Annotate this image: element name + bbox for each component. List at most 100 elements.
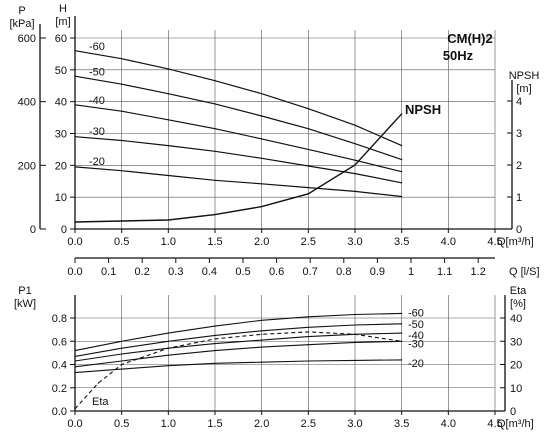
h-point-30-3 (214, 150, 216, 152)
h-curve-20 (74, 166, 402, 198)
h-point-30-2 (167, 144, 169, 147)
q-top-tick-label-3-0: 3.0 (347, 236, 362, 248)
q-ls-tick-label-0-0: 0.0 (67, 266, 82, 278)
q-bot-tick-label-0-5: 0.5 (114, 418, 129, 430)
p1-point-30-3 (214, 349, 216, 352)
npsh-curve-label: NPSH (405, 102, 441, 117)
npsh-tick-label-3: 3 (516, 128, 522, 140)
q-bot-tick-label-2-5: 2.5 (301, 418, 316, 430)
p1-point-60-0 (74, 349, 76, 352)
p1-curve-label-50: -50 (408, 319, 424, 331)
h-point-40-0 (74, 104, 76, 106)
h-point-NPSH-4 (261, 206, 263, 208)
h-point-60-0 (74, 50, 76, 52)
q-bot-tick-label-3-5: 3.5 (394, 418, 409, 430)
p1-point-60-5 (307, 316, 309, 318)
q-ls-tick-label-0-2: 0.2 (135, 266, 150, 278)
p1-point-20-2 (167, 365, 169, 367)
p1-point-Eta-8 (401, 340, 403, 342)
h-curve-label-40: -40 (89, 95, 105, 107)
h-curve-50 (74, 75, 402, 161)
h-point-40-2 (167, 119, 169, 121)
h-point-20-0 (74, 166, 76, 168)
p1-point-60-2 (167, 332, 169, 334)
h-point-30-6 (354, 173, 356, 175)
p1-curve-label-20: -20 (408, 358, 424, 370)
h-point-50-7 (401, 159, 403, 161)
p1-curve-60 (74, 312, 402, 352)
npsh-tick-label-2: 2 (516, 160, 522, 172)
h-point-30-1 (121, 139, 123, 142)
p1-point-Eta-6 (307, 331, 309, 333)
q-top-tick-label-4-5: 4.5 (487, 236, 502, 248)
q-bot-tick-label-3-0: 3.0 (347, 418, 362, 430)
q-top-tick-label-3-5: 3.5 (394, 236, 409, 248)
p1-point-50-3 (214, 334, 216, 337)
p1-point-Eta-3 (167, 347, 169, 349)
h-axis-label: H (59, 3, 67, 15)
q-ls-tick-label-1: 1 (408, 266, 414, 278)
p1-curve-label-30: -30 (408, 338, 424, 350)
q-bot-tick-label-2-0: 2.0 (254, 418, 269, 430)
h-point-30-4 (261, 157, 263, 159)
q-ls-tick-label-0-7: 0.7 (303, 266, 318, 278)
eta-tick-label-40: 40 (510, 313, 522, 325)
h-point-60-1 (121, 58, 123, 60)
p1-point-50-7 (401, 323, 403, 325)
h-tick-label-20: 20 (55, 160, 67, 172)
h-point-40-7 (401, 171, 403, 173)
h-point-60-4 (261, 93, 263, 95)
h-curve-label-60: -60 (89, 41, 105, 53)
h-point-NPSH-6 (354, 164, 356, 166)
p1-point-50-1 (121, 347, 123, 349)
h-point-20-5 (307, 187, 309, 189)
p1-point-20-1 (121, 368, 123, 370)
h-curve-30 (74, 136, 402, 184)
npsh-tick-label-4: 4 (516, 96, 522, 108)
p1-point-Eta-0 (74, 408, 76, 410)
p1-point-40-5 (307, 336, 309, 338)
q-ls-tick-label-0-3: 0.3 (168, 266, 183, 278)
p1-point-30-2 (167, 354, 169, 356)
q-top-tick-label-0-5: 0.5 (114, 236, 129, 248)
chart-subtitle: 50Hz (443, 48, 474, 63)
p1-point-30-0 (74, 366, 76, 368)
p1-point-Eta-2 (121, 363, 123, 366)
p1-point-60-4 (261, 319, 263, 321)
h-tick-label-0: 0 (61, 224, 67, 236)
p1-axis-unit: [kW] (14, 298, 36, 310)
h-tick-label-60: 60 (55, 33, 67, 45)
h-point-20-2 (167, 174, 169, 177)
q-bot-axis-label: Q[m³/h] (497, 418, 534, 430)
p1-point-Eta-1 (97, 382, 99, 384)
eta-curve-label: Eta (92, 396, 109, 408)
eta-tick-label-20: 20 (510, 360, 522, 372)
q-ls-tick-label-0-1: 0.1 (101, 266, 116, 278)
p1-point-50-2 (167, 340, 169, 342)
h-point-NPSH-2 (167, 219, 169, 221)
h-curve-60 (74, 50, 402, 147)
q-bot-tick-label-4-0: 4.0 (441, 418, 456, 430)
h-point-60-6 (354, 124, 356, 126)
p1-point-30-6 (354, 341, 356, 344)
p1-point-50-6 (354, 324, 356, 326)
p1-point-20-3 (214, 362, 216, 364)
p1-point-Eta-4 (214, 338, 216, 340)
h-point-60-5 (307, 108, 309, 110)
h-point-20-7 (401, 195, 403, 198)
p-tick-label-200: 200 (18, 160, 36, 172)
h-point-60-3 (214, 80, 216, 82)
h-point-50-1 (121, 83, 123, 85)
q-top-axis-label: Q[m³/h] (497, 236, 534, 248)
h-curve-NPSH (74, 113, 403, 223)
p1-axis-label: P1 (18, 285, 31, 297)
p1-tick-label-0-8: 0.8 (52, 313, 67, 325)
h-curve-label-50: -50 (89, 67, 105, 79)
h-curve-label-30: -30 (89, 126, 105, 138)
p1-point-30-5 (307, 344, 309, 346)
h-point-NPSH-7 (401, 113, 403, 115)
p1-point-20-6 (354, 359, 356, 362)
p1-point-Eta-5 (261, 333, 263, 335)
p1-tick-label-0-4: 0.4 (52, 360, 67, 372)
q-top-tick-label-0-0: 0.0 (67, 236, 82, 248)
